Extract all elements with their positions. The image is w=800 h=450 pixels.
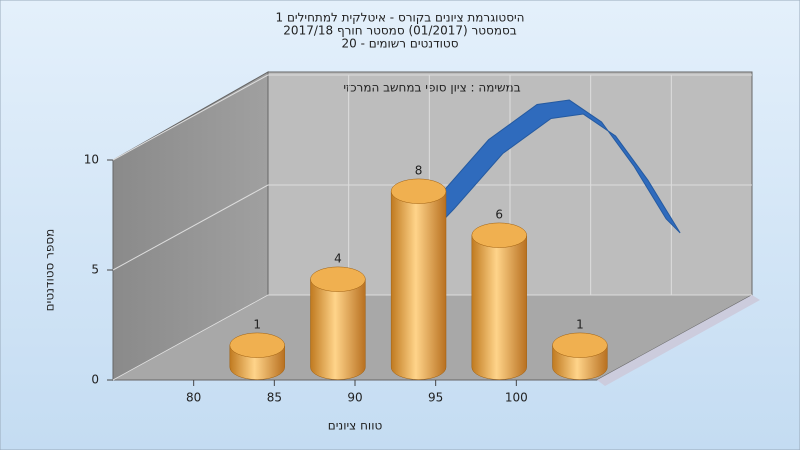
bar-part xyxy=(310,279,366,380)
y-tick-label: 5 xyxy=(91,263,99,277)
chart-title: סטודנטים רשומים - 20 xyxy=(341,37,458,51)
grid-line xyxy=(112,294,269,381)
bar xyxy=(390,178,447,380)
data-label: 1 xyxy=(576,317,584,331)
bar-part xyxy=(229,332,285,358)
grid-line xyxy=(112,74,269,161)
bar-part xyxy=(310,266,366,292)
bar-part xyxy=(471,235,527,380)
x-tick-label: 85 xyxy=(267,391,282,405)
floor-edge xyxy=(597,295,760,386)
x-tick-label: 90 xyxy=(347,391,362,405)
bar xyxy=(471,222,527,380)
chart-title: היסטוגרמת ציונים בקורס - איטלקית למתחילי… xyxy=(275,11,524,25)
y-tick-label: 0 xyxy=(91,373,99,387)
y-tick-label: 10 xyxy=(84,153,99,167)
data-label: 1 xyxy=(253,317,261,331)
bar-part xyxy=(390,178,447,204)
y-axis-label: מספר סטודנטים xyxy=(43,229,57,312)
x-tick-label: 100 xyxy=(505,391,528,405)
data-label: 4 xyxy=(334,251,342,265)
x-axis-label: טווח ציונים xyxy=(328,419,383,433)
bar xyxy=(310,266,366,380)
grid-line xyxy=(112,184,269,271)
bar xyxy=(229,332,285,380)
chart-title: בסמסטר (01/2017) סמסטר חורף 2017/18 xyxy=(283,24,516,38)
subtitle: במשימה : ציון סופי במחשב המרכזי xyxy=(343,81,520,95)
x-tick-label: 80 xyxy=(186,391,201,405)
bar-part xyxy=(471,222,527,248)
data-label: 6 xyxy=(495,207,503,221)
bar-part xyxy=(390,191,447,380)
bar-part xyxy=(552,332,608,358)
bar xyxy=(552,332,608,380)
x-tick-label: 95 xyxy=(428,391,443,405)
data-label: 8 xyxy=(415,163,423,177)
